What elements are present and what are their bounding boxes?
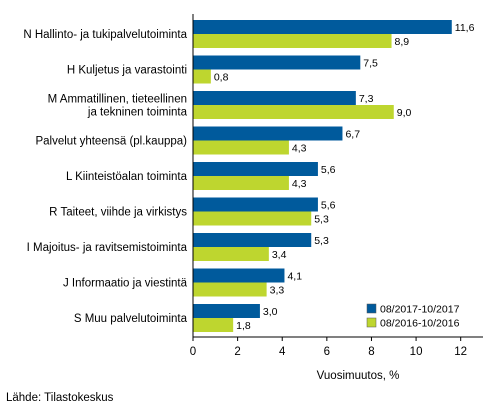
bar-series1-6 <box>193 233 312 247</box>
data-label-series2-4: 4,3 <box>292 178 307 190</box>
bar-series2-8 <box>193 318 234 332</box>
bar-series1-1 <box>193 55 361 70</box>
data-label-series1-5: 5,6 <box>321 200 336 212</box>
category-label-2: ja tekninen toiminta <box>87 107 188 119</box>
bar-series2-7 <box>193 282 267 297</box>
data-label-series1-8: 3,0 <box>263 306 278 318</box>
bar-series2-2 <box>193 105 394 119</box>
data-label-series2-6: 3,4 <box>272 249 287 261</box>
x-tick-label-6: 12 <box>454 346 467 358</box>
category-label-7: J Informaatio ja viestintä <box>63 278 188 290</box>
category-label-1: H Kuljetus ja varastointi <box>67 65 187 77</box>
x-tick-label-2: 4 <box>279 346 286 358</box>
bar-series1-7 <box>193 268 285 283</box>
data-label-series2-5: 5,3 <box>314 214 329 226</box>
data-label-series1-1: 7,5 <box>363 58 378 70</box>
data-label-series1-6: 5,3 <box>314 235 329 247</box>
data-label-series1-3: 6,7 <box>345 129 360 141</box>
x-axis-title: Vuosimuutos, % <box>317 370 400 382</box>
data-label-series2-0: 8,9 <box>395 36 410 48</box>
bar-series2-4 <box>193 176 289 190</box>
bar-series1-3 <box>193 126 343 141</box>
source-note: Lähde: Tilastokeskus <box>6 392 114 404</box>
x-tick-label-1: 2 <box>234 346 240 358</box>
category-label-6: I Majoitus- ja ravitsemistoiminta <box>27 242 188 254</box>
bar-series1-5 <box>193 197 318 212</box>
data-label-series1-7: 4,1 <box>287 271 302 283</box>
data-label-series2-7: 3,3 <box>270 285 285 297</box>
category-label-3: Palvelut yhteensä (pl.kauppa) <box>35 136 187 148</box>
data-label-series2-8: 1,8 <box>236 320 251 332</box>
bar-series2-6 <box>193 247 269 261</box>
bar-series2-1 <box>193 69 211 84</box>
data-label-series1-2: 7,3 <box>359 93 374 105</box>
bar-series1-2 <box>193 91 356 105</box>
bar-series2-5 <box>193 211 312 226</box>
legend-swatch-1 <box>366 303 377 314</box>
category-label-4: L Kiinteistöalan toiminta <box>66 171 188 183</box>
category-label-8: S Muu palvelutoiminta <box>74 313 188 325</box>
bar-series2-0 <box>193 34 392 48</box>
x-tick-label-4: 8 <box>368 346 374 358</box>
category-label-2: M Ammatillinen, tieteellinen <box>48 94 187 106</box>
data-label-series2-1: 0,8 <box>214 72 229 84</box>
category-label-5: R Taiteet, viihde ja virkistys <box>49 207 187 219</box>
legend-label-2: 08/2016-10/2016 <box>380 318 460 330</box>
bar-series1-0 <box>193 20 452 34</box>
data-label-series1-0: 11,6 <box>455 22 475 34</box>
legend-swatch-2 <box>366 317 377 328</box>
bar-series1-8 <box>193 304 260 318</box>
bar-series2-3 <box>193 140 289 155</box>
data-label-series2-3: 4,3 <box>292 143 307 155</box>
legend-label-1: 08/2017-10/2017 <box>380 304 460 316</box>
bar-series1-4 <box>193 162 318 176</box>
data-label-series1-4: 5,6 <box>321 164 336 176</box>
data-label-series2-2: 9,0 <box>397 107 412 119</box>
category-label-0: N Hallinto- ja tukipalvelutoiminta <box>23 29 187 41</box>
x-tick-label-3: 6 <box>324 346 330 358</box>
x-tick-label-0: 0 <box>190 346 196 358</box>
x-tick-label-5: 10 <box>410 346 423 358</box>
